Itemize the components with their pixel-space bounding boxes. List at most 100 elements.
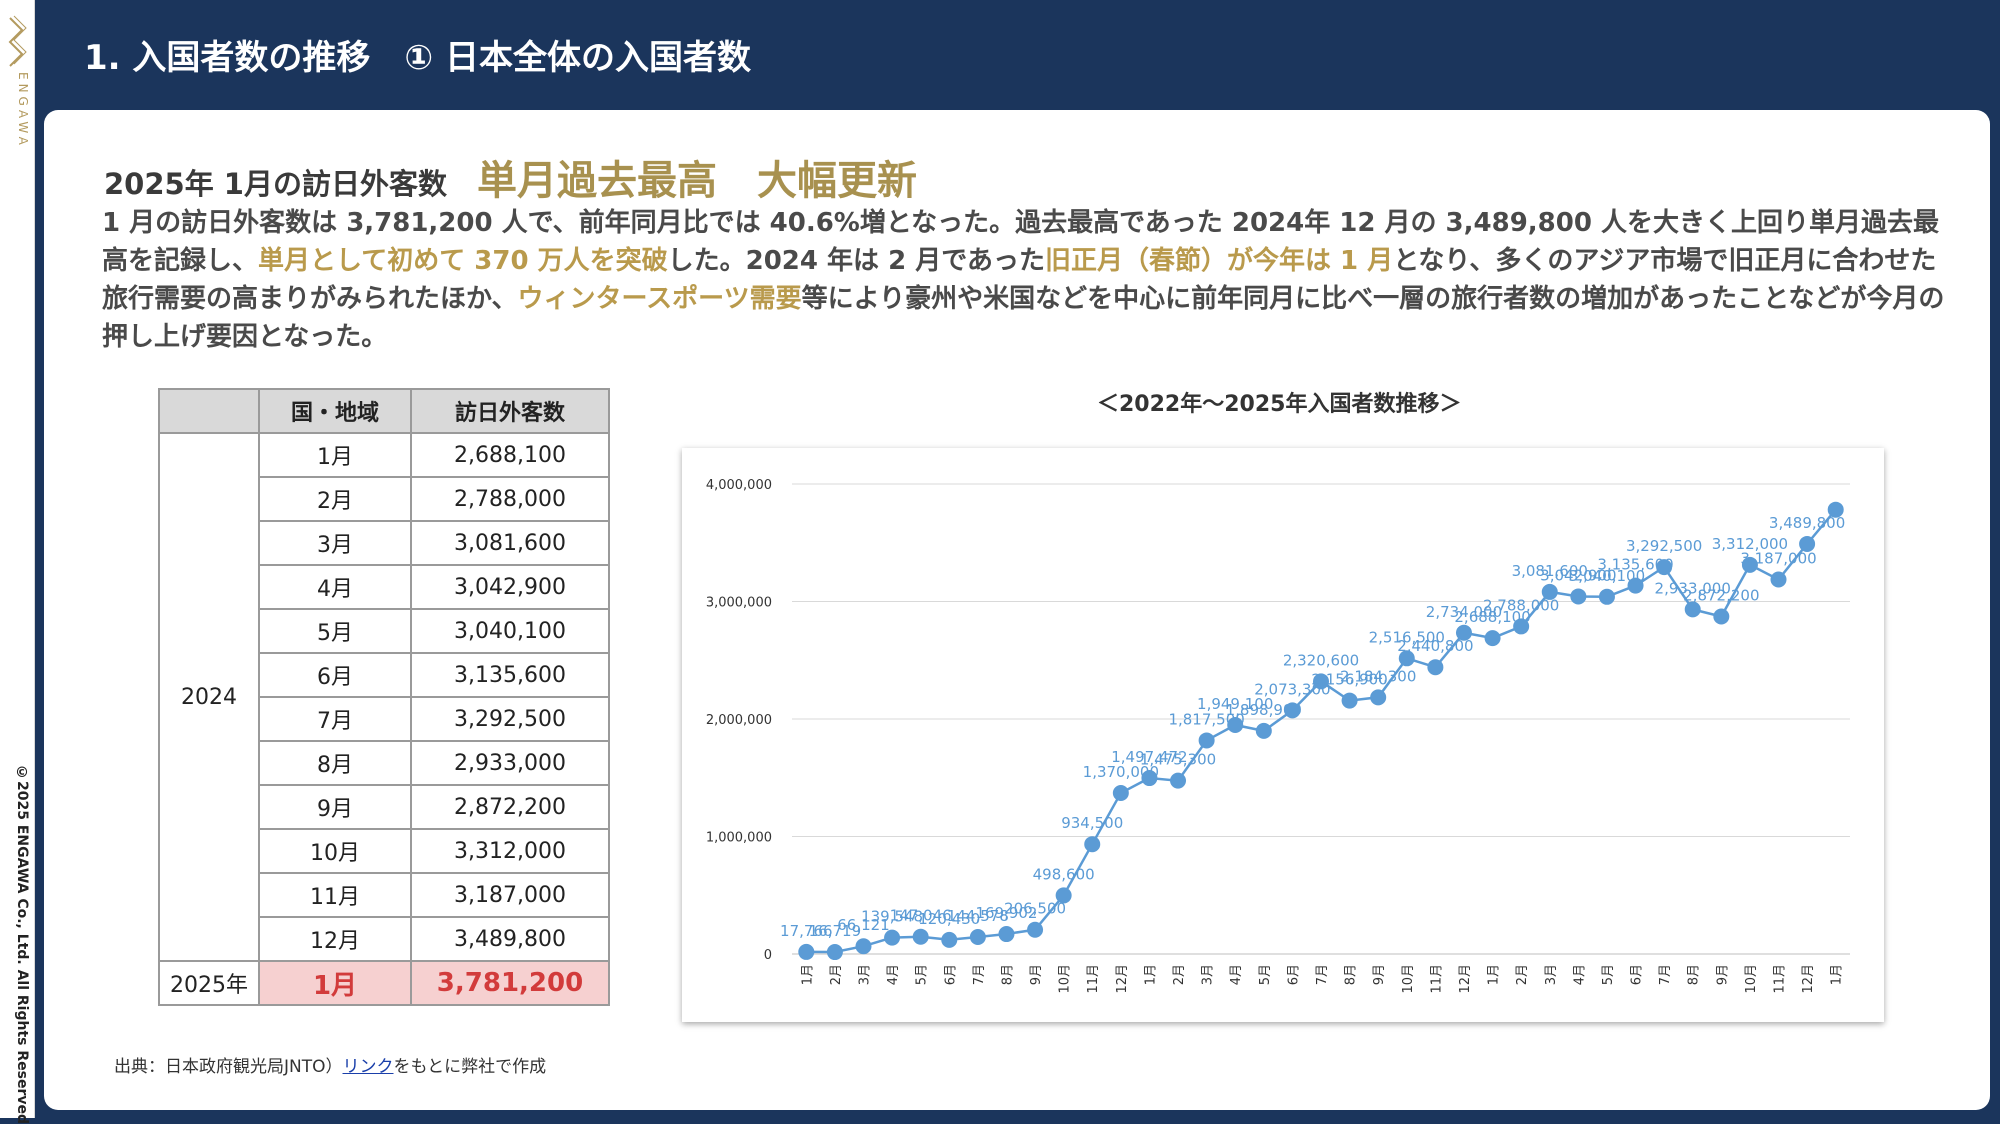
para-highlight-1: 単月として初めて 370 万人を突破	[258, 246, 668, 276]
data-point	[1598, 588, 1615, 605]
x-tick-label: 4月	[1572, 964, 1587, 985]
x-tick-label: 12月	[1801, 964, 1816, 994]
data-label: 2,440,800	[1397, 637, 1473, 655]
x-tick-label: 6月	[943, 964, 958, 985]
x-tick-label: 9月	[1372, 964, 1387, 985]
source-link[interactable]: リンク	[342, 1057, 394, 1077]
data-label: 1,497,472	[1111, 748, 1187, 766]
table-month: 8月	[258, 740, 412, 786]
data-point	[826, 944, 843, 961]
table-row: 2月 2,788,000	[159, 476, 610, 522]
data-point	[1684, 601, 1701, 618]
x-tick-label: 7月	[972, 964, 987, 985]
data-point	[1027, 921, 1044, 938]
table-value: 3,135,600	[410, 652, 610, 698]
x-tick-label: 3月	[1544, 964, 1559, 985]
y-tick-label: 4,000,000	[706, 478, 772, 493]
table-row: 8月 2,933,000	[159, 740, 610, 786]
table-value: 2,872,200	[410, 784, 610, 830]
data-point	[855, 938, 872, 955]
x-tick-label: 7月	[1658, 964, 1673, 985]
table-year-2025: 2025年	[158, 960, 260, 1006]
data-point	[1656, 559, 1673, 576]
table-row: 3月 3,081,600	[159, 520, 610, 566]
source-prefix: 出典：日本政府観光局JNTO）	[114, 1057, 343, 1077]
data-point	[1255, 722, 1272, 739]
x-tick-label: 1月	[1487, 964, 1502, 985]
data-label: 2,688,100	[1454, 608, 1530, 626]
data-point	[1570, 588, 1587, 605]
x-tick-label: 9月	[1715, 964, 1730, 985]
data-label: 1,370,000	[1083, 763, 1159, 781]
x-tick-label: 8月	[1344, 964, 1359, 985]
data-label: 3,187,000	[1740, 550, 1816, 568]
x-tick-label: 5月	[1601, 964, 1616, 985]
x-tick-label: 10月	[1058, 964, 1073, 994]
x-tick-label: 12月	[1115, 964, 1130, 994]
table-value: 3,292,500	[410, 696, 610, 742]
data-label: 120,430	[918, 910, 980, 928]
data-label: 1,898,900	[1226, 701, 1302, 719]
data-label: 144,578	[947, 907, 1009, 925]
data-label: 2,184,300	[1340, 667, 1416, 685]
y-tick-label: 1,000,000	[706, 831, 772, 846]
data-point	[1398, 650, 1415, 667]
table-row-highlight: 2025年 1月 3,781,200	[158, 960, 610, 1006]
page-title: 1. 入国者数の推移 ① 日本全体の入国者数	[84, 38, 752, 78]
brand-name: ENGAWA	[16, 72, 30, 149]
data-label: 3,489,800	[1769, 514, 1845, 532]
data-label: 1,817,500	[1168, 710, 1244, 728]
table-row: 11月 3,187,000	[159, 872, 610, 918]
y-tick-label: 3,000,000	[706, 596, 772, 611]
data-label: 147,046	[890, 907, 952, 925]
table-row: 5月 3,040,100	[159, 608, 610, 654]
table-month: 6月	[258, 652, 412, 698]
data-point	[1713, 608, 1730, 625]
table-header-year	[158, 388, 260, 434]
data-point	[1313, 673, 1329, 690]
source-suffix: をもとに弊社で作成	[393, 1057, 547, 1077]
x-tick-label: 5月	[1258, 964, 1273, 985]
data-point	[1112, 785, 1129, 802]
table-month-highlight: 1月	[258, 960, 412, 1006]
table-row: 6月 3,135,600	[159, 652, 610, 698]
sidebar: ENGAWA ©2025 ENGAWA Co., Ltd. All Rights…	[0, 0, 35, 1124]
line-chart: 0 1,000,000 2,000,000 3,000,000 4,000,000 17,…	[682, 448, 1884, 1022]
data-label: 3,135,600	[1597, 556, 1673, 574]
data-label: 2,156,900	[1311, 671, 1387, 689]
data-point	[1284, 702, 1301, 719]
table-month: 12月	[258, 916, 412, 962]
table-month: 9月	[258, 784, 412, 830]
para-highlight-3: ウィンタースポーツ需要	[517, 284, 802, 314]
data-point	[1141, 770, 1158, 787]
x-tick-label: 12月	[1458, 964, 1473, 994]
x-tick-label: 10月	[1744, 964, 1759, 994]
para-highlight-2: 旧正月（春節）が今年は 1 月	[1044, 246, 1394, 276]
data-label: 206,500	[1004, 900, 1066, 918]
para-text-4: 等により豪州や米国などを中心に前年同月に比べ一層の旅行者数の増加があったことなど…	[102, 284, 1945, 352]
table-row: 4月 3,042,900	[159, 564, 610, 610]
x-tick-label: 1月	[1143, 964, 1158, 985]
table-row: 2024 1月 2,688,100	[158, 432, 610, 962]
x-tick-label: 4月	[1229, 964, 1244, 985]
data-label: 17,766	[780, 922, 833, 940]
table-value: 2,933,000	[410, 740, 610, 786]
headline: 2025年 1月の訪日外客数 単月過去最高 大幅更新	[104, 148, 917, 206]
data-label: 169,902	[975, 904, 1037, 922]
table-value: 3,187,000	[410, 872, 610, 918]
data-label: 2,788,000	[1483, 596, 1559, 614]
x-tick-label: 11月	[1429, 964, 1444, 994]
x-tick-label: 3月	[857, 964, 872, 985]
table-month: 11月	[258, 872, 412, 918]
table-month: 7月	[258, 696, 412, 742]
table-value: 3,081,600	[410, 520, 610, 566]
table-month: 3月	[258, 520, 412, 566]
summary-paragraph: 1 月の訪日外客数は 3,781,200 人で、前年同月比では 40.6%増とな…	[102, 204, 1962, 356]
data-point	[912, 928, 929, 945]
x-tick-label: 8月	[1000, 964, 1015, 985]
data-label: 3,081,600	[1512, 562, 1588, 580]
series-line	[806, 508, 1837, 954]
data-label: 66,121	[837, 916, 890, 934]
data-label: 2,933,000	[1655, 579, 1731, 597]
table-month: 4月	[258, 564, 412, 610]
